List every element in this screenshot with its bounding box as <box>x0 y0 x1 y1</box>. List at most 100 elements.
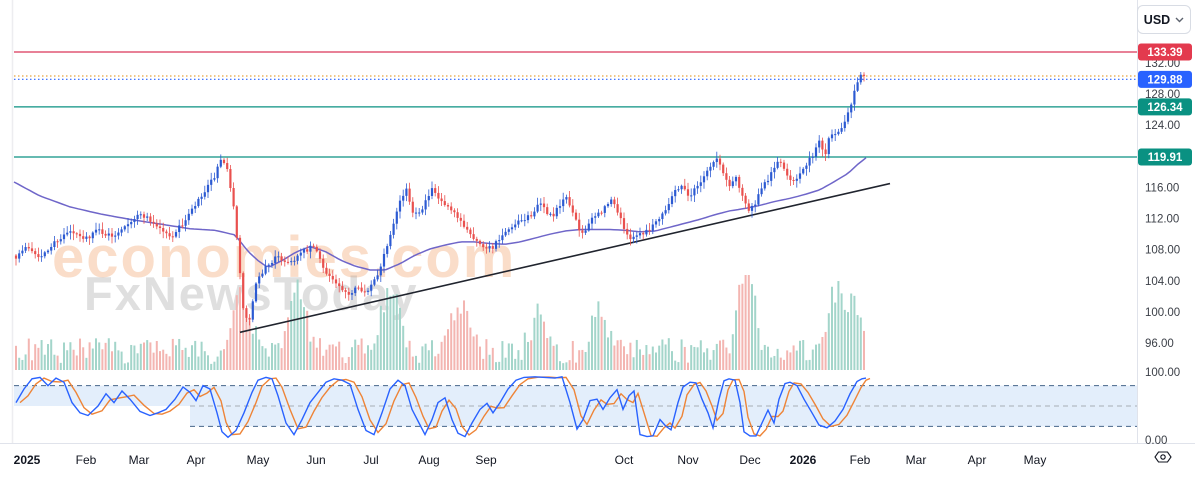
volume-bar <box>639 349 641 370</box>
volume-bar <box>216 356 219 370</box>
candle-body <box>651 224 654 231</box>
candle-body <box>197 198 200 207</box>
candle-body <box>846 112 850 122</box>
candle-body <box>117 232 120 236</box>
candle-body <box>296 255 299 261</box>
volume-bar <box>715 343 718 370</box>
candle-body <box>725 173 728 180</box>
price-axis-label: 108.00 <box>1145 245 1180 257</box>
candle-body <box>712 162 715 167</box>
candle-body <box>206 184 210 193</box>
volume-bar <box>197 356 200 370</box>
time-axis-label: May <box>247 453 270 467</box>
candle-body <box>360 287 363 292</box>
candle-body <box>254 283 258 302</box>
volume-bar <box>539 314 542 370</box>
volume-bar <box>120 351 123 370</box>
time-axis[interactable] <box>0 444 1195 477</box>
candle-body <box>840 128 843 132</box>
volume-bar <box>437 353 440 370</box>
candle-body <box>18 253 21 259</box>
price-badge <box>1138 98 1192 116</box>
volume-bar <box>312 336 315 370</box>
volume-bar <box>399 307 401 370</box>
candle-body <box>363 291 366 293</box>
candle-body <box>824 149 827 155</box>
volume-bar <box>735 310 737 370</box>
volume-bar <box>789 352 792 370</box>
candle-body <box>702 176 706 183</box>
volume-bar <box>315 347 318 370</box>
candle-body <box>626 228 629 235</box>
currency-dropdown[interactable]: USD <box>1137 5 1191 34</box>
volume-bar <box>402 325 405 370</box>
candle-body <box>312 245 315 247</box>
volume-bar <box>655 352 657 370</box>
volume-bar <box>463 300 465 370</box>
candle-body <box>722 164 725 174</box>
candle-body <box>530 215 533 217</box>
volume-bar <box>383 312 385 370</box>
volume-bar <box>610 330 613 370</box>
price-badge <box>1138 148 1192 166</box>
volume-bar <box>722 339 725 370</box>
volume-bar <box>760 349 763 370</box>
candle-body <box>171 236 174 238</box>
candle-body <box>248 317 251 320</box>
volume-bar <box>530 340 533 370</box>
volume-bar <box>709 359 712 370</box>
volume-bar <box>47 344 49 370</box>
volume-bar <box>514 358 517 370</box>
candle-body <box>542 203 546 208</box>
candle-body <box>552 213 555 217</box>
candle-body <box>120 229 123 233</box>
candle-body <box>94 229 98 233</box>
candle-body <box>104 233 107 236</box>
candle-body <box>776 161 779 168</box>
volume-bar <box>549 336 552 370</box>
candle-body <box>478 240 482 245</box>
volume-bar <box>453 320 456 370</box>
candle-body <box>664 210 667 214</box>
volume-bar <box>674 360 677 370</box>
candle-body <box>504 231 507 236</box>
candle-body <box>142 214 146 218</box>
volume-bar <box>127 362 129 370</box>
volume-bar <box>456 307 459 370</box>
candle-body <box>66 232 69 235</box>
candle-body <box>376 275 379 280</box>
candle-body <box>789 175 792 181</box>
volume-bar <box>344 363 347 370</box>
candle-body <box>635 235 638 237</box>
volume-bar <box>680 339 683 370</box>
volume-bar <box>37 347 40 370</box>
candle-body <box>574 212 578 220</box>
volume-bar <box>475 334 478 370</box>
price-axis[interactable] <box>1137 0 1195 443</box>
volume-bar <box>763 344 766 370</box>
volume-bar <box>447 329 449 370</box>
volume-bar <box>325 349 328 370</box>
candle-body <box>494 241 498 249</box>
scale-settings-icon[interactable] <box>1154 451 1172 463</box>
volume-bar <box>783 359 785 370</box>
volume-bar <box>181 350 184 370</box>
volume-bar <box>491 347 494 370</box>
volume-bar <box>418 362 421 370</box>
candle-body <box>267 264 270 266</box>
candle-body <box>101 229 104 234</box>
volume-bar <box>360 338 363 370</box>
candle-body <box>578 219 581 231</box>
volume-bar <box>667 338 670 370</box>
candle-body <box>709 166 712 171</box>
candle-body <box>610 199 613 205</box>
candle-body <box>850 104 853 113</box>
candle-body <box>834 134 837 136</box>
candle-body <box>642 233 645 235</box>
candle-body <box>680 185 683 190</box>
candle-body <box>773 167 776 173</box>
candle-body <box>853 90 856 105</box>
candle-body <box>258 276 261 284</box>
volume-bar <box>175 345 177 370</box>
